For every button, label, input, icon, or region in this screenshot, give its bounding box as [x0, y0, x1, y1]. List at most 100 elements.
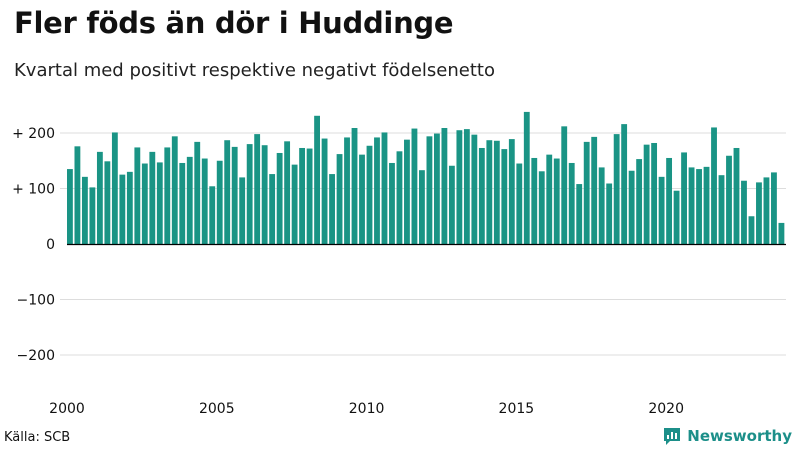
bar — [336, 154, 343, 244]
bar — [374, 137, 380, 244]
bar — [179, 162, 186, 244]
bar — [471, 134, 478, 244]
x-tick-label: 2015 — [499, 401, 535, 417]
bar — [396, 151, 403, 244]
bar — [426, 136, 433, 244]
bar — [194, 141, 201, 244]
bar — [501, 149, 508, 244]
bar — [141, 163, 148, 244]
x-tick-label: 2010 — [349, 401, 385, 417]
bar — [561, 126, 568, 244]
bar — [756, 182, 762, 244]
y-tick-label: + 200 — [12, 126, 55, 142]
bar — [613, 134, 620, 244]
bar — [448, 165, 455, 245]
x-tick-label: 2020 — [648, 401, 684, 417]
bar — [598, 167, 605, 244]
bar — [658, 176, 665, 244]
bar — [381, 132, 388, 244]
bar — [478, 147, 485, 244]
x-tick-label: 2000 — [49, 401, 85, 417]
bar — [666, 157, 673, 244]
bar — [711, 127, 717, 244]
bar — [216, 160, 223, 244]
bar — [419, 170, 425, 245]
bar — [246, 144, 253, 244]
bar — [254, 134, 261, 244]
bar — [134, 147, 141, 244]
bar — [239, 177, 246, 244]
y-tick-label: 0 — [46, 237, 55, 253]
bar — [96, 151, 103, 244]
x-axis-ticks: 2000 2005 2010 2015 2020 — [49, 401, 684, 417]
bar — [201, 158, 208, 244]
bar — [531, 157, 538, 244]
bar — [553, 158, 560, 244]
bar — [591, 136, 598, 244]
bar — [568, 162, 575, 244]
bar — [606, 183, 613, 244]
bar — [486, 140, 493, 244]
bar — [126, 171, 133, 244]
bar — [306, 148, 313, 244]
bar — [366, 145, 373, 244]
bar — [621, 124, 628, 244]
bar — [546, 154, 553, 244]
bar — [89, 187, 96, 244]
bar — [186, 156, 193, 245]
bar — [209, 186, 216, 244]
bar — [456, 130, 463, 244]
bar — [651, 142, 658, 244]
brand[interactable]: Newsworthy — [662, 426, 792, 446]
bar — [733, 147, 740, 244]
bar — [284, 141, 291, 244]
bar — [741, 180, 747, 244]
chart-subtitle: Kvartal med positivt respektive negativt… — [14, 60, 495, 81]
bar — [74, 146, 81, 244]
bar — [321, 138, 328, 244]
bar — [508, 139, 515, 244]
bar — [583, 141, 590, 244]
bar — [636, 159, 643, 244]
bar-series — [67, 111, 785, 245]
bar — [119, 174, 126, 245]
bar — [778, 222, 785, 244]
bar — [149, 151, 156, 244]
bar — [493, 140, 500, 244]
bar — [164, 147, 171, 244]
bar — [673, 190, 680, 244]
source-note: Källa: SCB — [4, 430, 71, 445]
bar — [404, 139, 410, 244]
y-axis-ticks: + 200 + 100 0 −100 −200 — [12, 126, 55, 364]
bar — [104, 161, 111, 245]
y-tick-label: −200 — [17, 348, 55, 364]
bar — [538, 171, 545, 244]
bar — [389, 162, 395, 244]
bar — [411, 128, 418, 244]
y-tick-label: −100 — [17, 293, 55, 309]
bar — [261, 145, 268, 244]
bar — [771, 172, 777, 244]
bar — [171, 136, 178, 244]
bar — [718, 175, 725, 244]
bar — [643, 144, 650, 244]
bar — [726, 155, 732, 244]
bar — [696, 169, 702, 244]
bar — [231, 146, 238, 245]
bar — [351, 128, 358, 244]
bar — [681, 152, 687, 245]
bar — [748, 216, 755, 244]
bar — [763, 177, 770, 244]
chart-title: Fler föds än dör i Huddinge — [14, 6, 454, 40]
bar — [111, 132, 118, 244]
brand-name: Newsworthy — [687, 427, 792, 445]
bar — [516, 163, 523, 244]
bar — [276, 152, 283, 244]
bar — [576, 184, 583, 244]
bar — [344, 137, 350, 244]
bar — [441, 128, 448, 244]
bar — [359, 154, 365, 244]
bar — [67, 169, 73, 244]
bar — [314, 115, 320, 244]
